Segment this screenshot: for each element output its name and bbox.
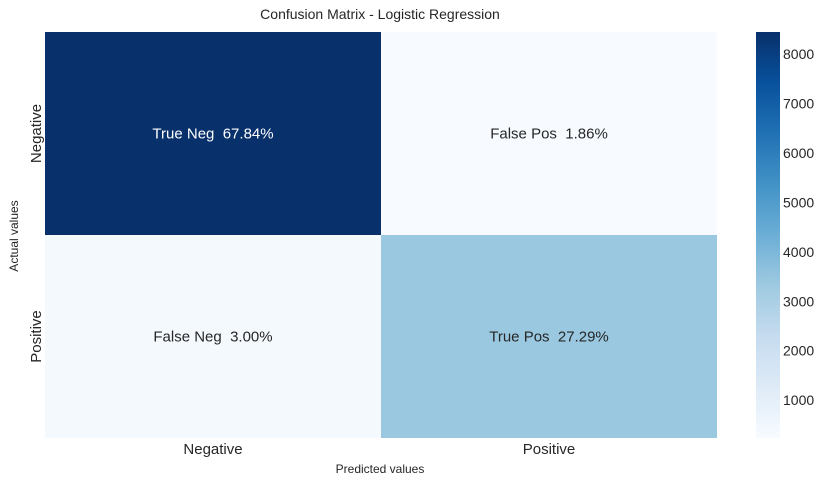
heatmap-cell-0-1: [381, 32, 717, 235]
heatmap-cells: [45, 32, 717, 438]
colorbar-tick-label: 5000: [783, 194, 814, 210]
y-axis-label: Actual values: [7, 200, 21, 271]
colorbar-tick-label: 6000: [783, 145, 814, 161]
cell-labels: True Neg 67.84% False Pos 1.86% False Neg …: [152, 126, 608, 346]
colorbar-tick-labels: 1000 2000 3000 4000 5000 6000 7000 8000: [783, 46, 814, 408]
x-tick-labels: Negative Positive: [183, 441, 575, 458]
colorbar-tick-label: 7000: [783, 96, 814, 112]
colorbar-tick-label: 2000: [783, 343, 814, 359]
x-axis-label: Predicted values: [336, 462, 425, 476]
y-tick-label: Negative: [28, 104, 45, 163]
y-tick-label: Positive: [28, 310, 45, 363]
colorbar: [756, 32, 780, 438]
chart-title: Confusion Matrix - Logistic Regression: [260, 6, 500, 22]
colorbar-tick-label: 4000: [783, 244, 814, 260]
heatmap-cell-0-0: [45, 32, 381, 235]
y-tick-labels: Negative Positive: [28, 104, 45, 363]
x-tick-label: Positive: [523, 441, 576, 458]
colorbar-tick-label: 8000: [783, 46, 814, 62]
cell-label-1-0: False Neg 3.00%: [153, 329, 272, 346]
heatmap-cell-1-1: [381, 235, 717, 438]
cell-label-0-0: True Neg 67.84%: [152, 126, 273, 143]
colorbar-tick-label: 3000: [783, 293, 814, 309]
heatmap-cell-1-0: [45, 235, 381, 438]
cell-label-0-1: False Pos 1.86%: [490, 126, 608, 143]
colorbar-tick-label: 1000: [783, 392, 814, 408]
x-tick-label: Negative: [183, 441, 242, 458]
cell-label-1-1: True Pos 27.29%: [489, 329, 609, 346]
